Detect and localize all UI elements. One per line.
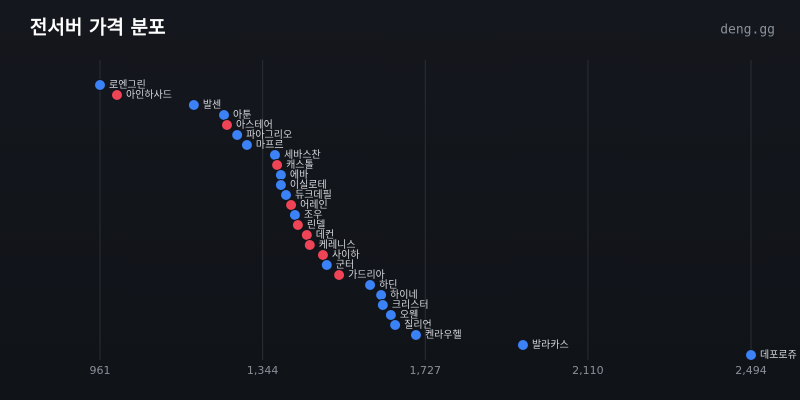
- point-label: 데컨: [316, 229, 334, 241]
- point-label: 아스테어: [236, 119, 273, 131]
- dot: [333, 269, 346, 281]
- point-label: 마프르: [256, 139, 284, 151]
- point-label: 이실로테: [290, 179, 327, 191]
- point-label: 하딘: [379, 278, 397, 291]
- dot: [268, 149, 281, 161]
- point-label: 발센: [203, 99, 221, 111]
- dot: [376, 299, 389, 311]
- dot: [280, 189, 292, 201]
- point-label: 케레니스: [319, 239, 356, 251]
- dot: [300, 229, 313, 241]
- dot: [745, 349, 757, 361]
- point-label: 켄라우헬: [425, 329, 462, 341]
- dot: [231, 129, 244, 141]
- dot: [271, 159, 284, 171]
- point-label: 크리스터: [392, 299, 429, 311]
- dot: [274, 179, 287, 191]
- x-tick-label: 2,494: [735, 364, 767, 377]
- dot: [285, 199, 298, 211]
- x-tick-label: 961: [90, 364, 111, 377]
- x-tick-label: 1,727: [410, 364, 442, 377]
- dot: [320, 259, 333, 271]
- dot: [303, 239, 316, 251]
- point-label: 하이네: [390, 288, 418, 301]
- point-label: 군터: [336, 259, 354, 271]
- dot: [384, 309, 397, 321]
- dot: [94, 79, 106, 91]
- x-tick-label: 2,110: [572, 364, 604, 377]
- point-label: 아인하사드: [126, 88, 172, 101]
- dot: [389, 319, 402, 331]
- point-label: 캐스톨: [286, 159, 314, 171]
- dot: [218, 109, 230, 121]
- source: deng.gg: [720, 23, 775, 38]
- dot: [187, 99, 200, 111]
- point-label: 어레인: [300, 199, 328, 211]
- point-label: 세바스찬: [284, 149, 321, 161]
- point-label: 질리언: [404, 319, 432, 331]
- dot: [409, 329, 422, 341]
- dot: [220, 119, 233, 131]
- dot: [240, 139, 253, 151]
- dot: [291, 219, 304, 231]
- dot: [375, 289, 388, 301]
- dot: [516, 339, 529, 351]
- chart-title: 전서버 가격 분포: [30, 17, 166, 39]
- point-label: 발라카스: [532, 339, 569, 351]
- point-label: 아툰: [233, 109, 251, 121]
- point-label: 로엔그린: [109, 79, 146, 91]
- point-label: 오웬: [400, 308, 418, 321]
- point-label: 린델: [307, 219, 325, 231]
- dot: [316, 249, 329, 261]
- point-label: 가드리아: [348, 269, 385, 281]
- point-label: 사이하: [332, 248, 360, 261]
- dot: [274, 169, 287, 181]
- point-label: 듀크데필: [295, 189, 332, 201]
- point-label: 에바: [290, 169, 308, 181]
- x-tick-label: 1,344: [247, 364, 279, 377]
- dot: [110, 89, 123, 101]
- point-label: 조우: [304, 209, 322, 221]
- point-label: 데포로쥬: [760, 349, 797, 361]
- dot: [364, 279, 377, 291]
- point-label: 파아그리오: [246, 129, 292, 141]
- dot: [288, 209, 301, 221]
